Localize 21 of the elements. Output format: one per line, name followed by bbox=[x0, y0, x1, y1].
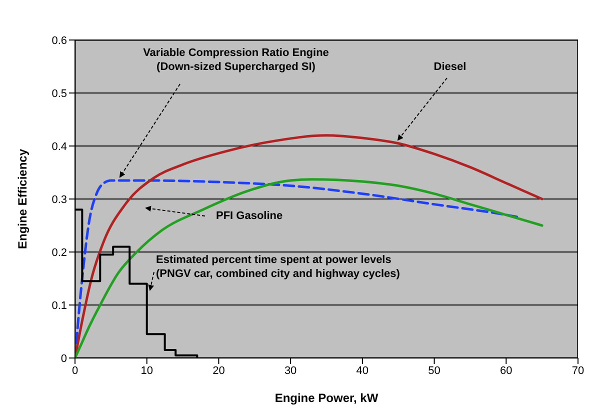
y-tick-label: 0.6 bbox=[52, 34, 67, 47]
x-tick-label: 70 bbox=[572, 364, 584, 377]
x-tick-label: 10 bbox=[140, 364, 153, 377]
x-tick-label: 40 bbox=[356, 364, 369, 377]
y-tick-label: 0.5 bbox=[52, 88, 67, 100]
series-label: Estimated percent time spent at power levels (PNGV car, combined city and highway cycles) bbox=[156, 254, 400, 280]
x-tick-label: 50 bbox=[428, 364, 440, 377]
y-tick-label: 0.2 bbox=[52, 246, 67, 259]
series-label: PFI Gasoline bbox=[216, 210, 283, 222]
y-tick-label: 0.4 bbox=[52, 140, 67, 153]
y-axis-title: Engine Efficiency bbox=[15, 148, 30, 250]
y-tick-label: 0 bbox=[60, 352, 67, 365]
text: Variable Compression Ratio Engine (Down-sized Supercharged SI) bbox=[143, 47, 329, 73]
y-tick-label: 0.1 bbox=[52, 300, 67, 312]
x-tick-label: 0 bbox=[72, 364, 78, 377]
y-tick-label: 0.3 bbox=[52, 194, 67, 206]
text: Diesel bbox=[434, 61, 466, 73]
x-tick-label: 60 bbox=[500, 364, 512, 377]
x-axis-title: Engine Power, kW bbox=[274, 391, 379, 405]
x-tick-label: 20 bbox=[212, 364, 225, 377]
x-tick-label: 30 bbox=[284, 364, 297, 377]
